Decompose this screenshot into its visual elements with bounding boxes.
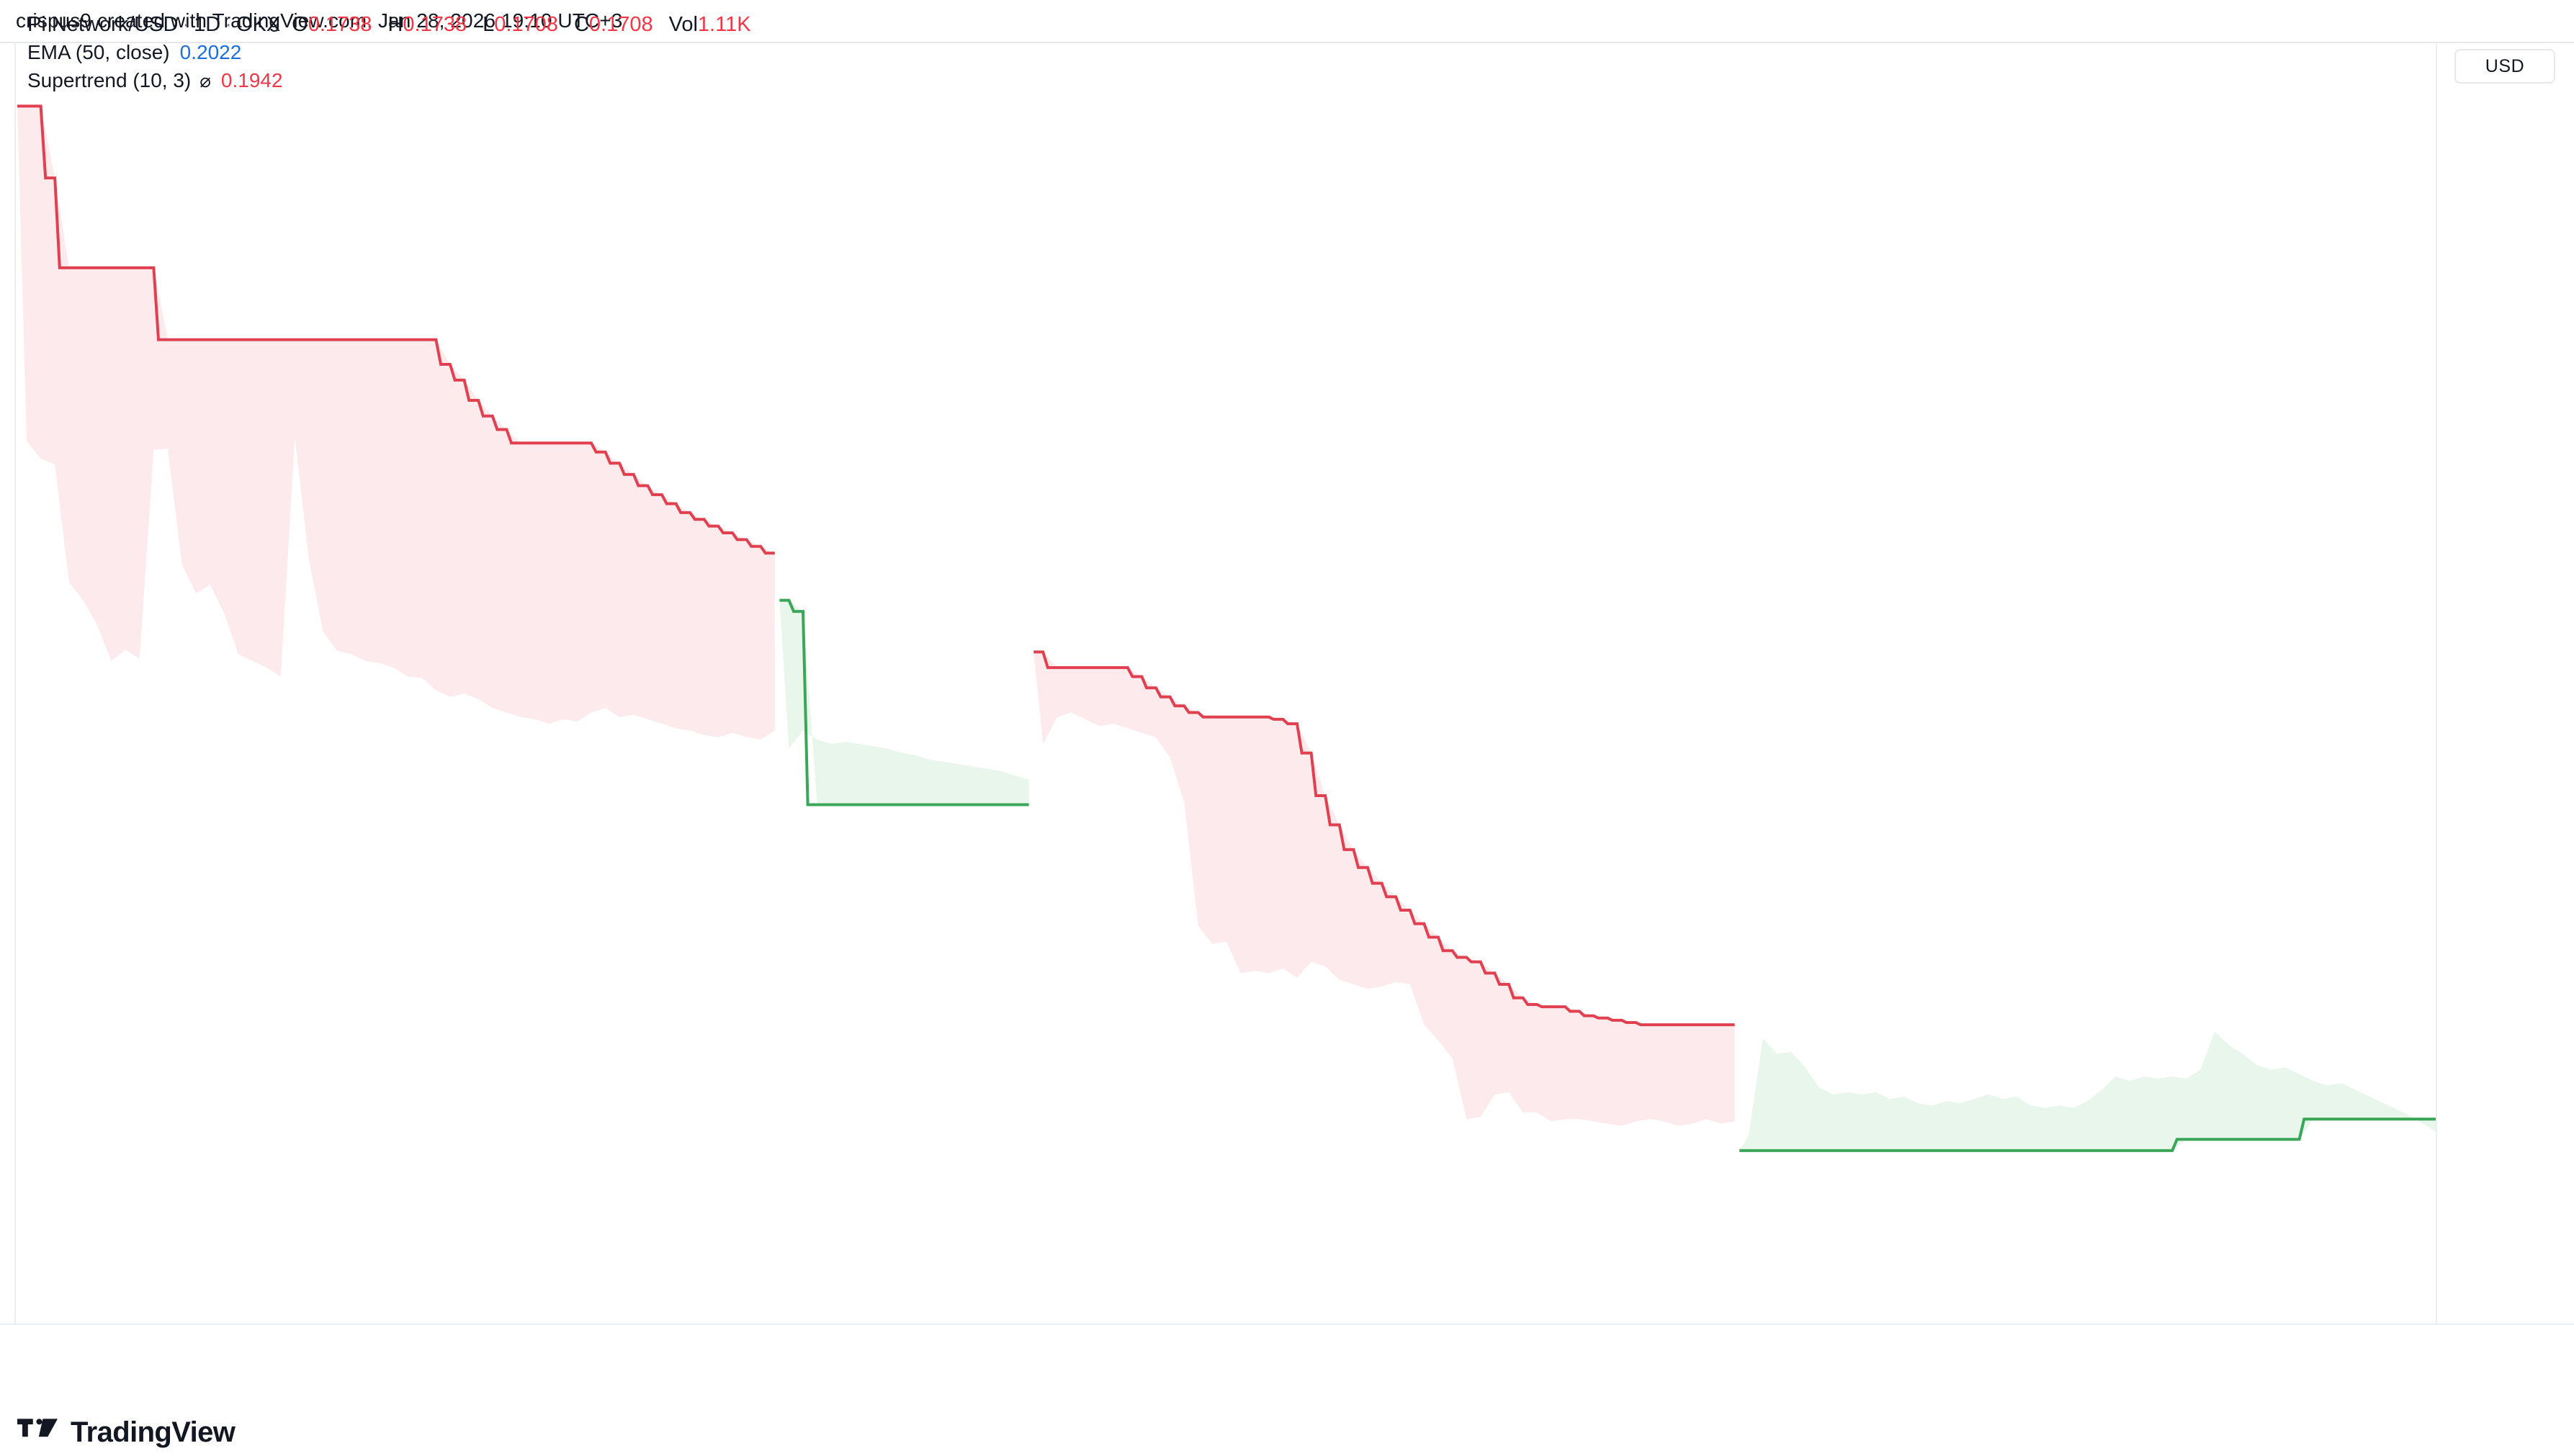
legend-interval[interactable]: 1D (194, 13, 221, 36)
legend-high: H0.1738 (387, 13, 467, 36)
attribution-text: crispus9 created with TradingView.com, J… (16, 9, 623, 32)
legend-ema-row[interactable]: EMA (50, close) 0.2022 (27, 39, 767, 67)
legend-supertrend-value: 0.1942 (220, 68, 283, 91)
attribution-bar: crispus9 created with TradingView.com, J… (0, 0, 2574, 42)
legend-supertrend-name[interactable]: Supertrend (10, 3) (27, 68, 192, 91)
legend-separator-1: · (182, 13, 190, 36)
supertrend-line (17, 104, 775, 555)
supertrend-line (779, 598, 1029, 806)
tradingview-wordmark: TradingView (71, 1416, 236, 1448)
chart-frame: USD (0, 42, 2574, 1408)
legend-open: O0.1738 (292, 13, 372, 36)
supertrend-line (1739, 1118, 2436, 1152)
supertrend-band-fill (17, 106, 775, 740)
empty-value-icon: ⌀ (199, 69, 211, 91)
legend-ema-value: 0.2022 (179, 41, 242, 64)
candlestick-plot[interactable] (16, 43, 2436, 1324)
time-axis[interactable] (0, 1324, 2574, 1410)
tradingview-logo[interactable]: TradingView (17, 1416, 236, 1449)
legend-volume: Vol1.11K (668, 13, 751, 36)
chart-pane[interactable] (14, 43, 2436, 1324)
legend-supertrend-row[interactable]: Supertrend (10, 3) ⌀ 0.1942 (27, 67, 767, 95)
tradingview-logo-icon (17, 1419, 58, 1437)
supertrend-band-fill (1739, 1031, 2436, 1151)
currency-badge[interactable]: USD (2454, 49, 2555, 84)
supertrend-band-fill (779, 600, 1029, 805)
footer-bar: TradingView (0, 1408, 2574, 1456)
price-axis[interactable]: USD (2436, 43, 2574, 1324)
legend-symbol-row[interactable]: Pi Network/USD · 1D · OKX O0.1738 H0.173… (27, 10, 767, 39)
legend-ohlc: O0.1738 H0.1738 L0.1708 C0.1708 Vol1.11K (292, 10, 766, 39)
legend-ema-name[interactable]: EMA (50, close) (27, 41, 170, 64)
chart-legend: Pi Network/USD · 1D · OKX O0.1738 H0.173… (27, 10, 767, 94)
legend-low: L0.1708 (483, 13, 558, 36)
legend-close: C0.1708 (573, 13, 653, 36)
supertrend-line (1033, 650, 1735, 1027)
legend-symbol[interactable]: Pi Network/USD (27, 13, 179, 36)
legend-exchange[interactable]: OKX (236, 13, 281, 36)
legend-separator-2: · (225, 13, 232, 36)
